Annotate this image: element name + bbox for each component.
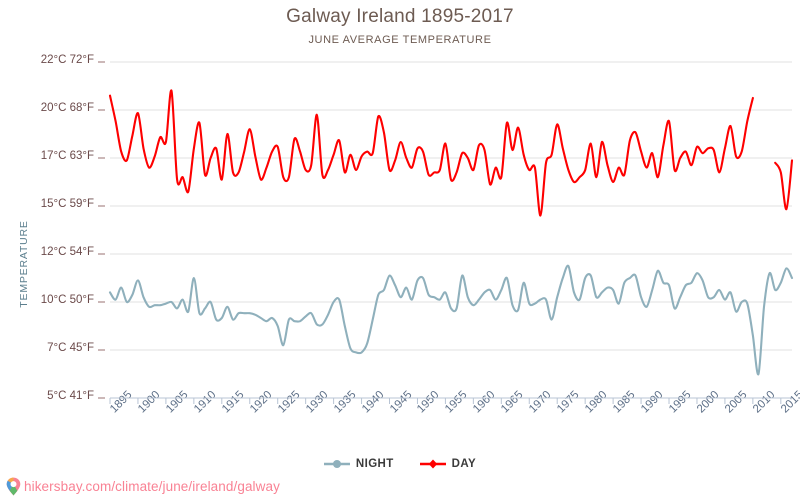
y-axis-tick-label: 22°C 72°F [40,54,94,66]
y-axis-tick-label: 7°C 45°F [47,342,94,354]
y-axis-tick-label: 5°C 41°F [47,390,94,402]
y-axis-tick-label: 12°C 54°F [40,246,94,258]
y-axis-tick-label: 20°C 68°F [40,102,94,114]
legend-label-day: DAY [451,458,477,470]
y-axis-tick-label: 17°C 63°F [40,150,94,162]
chart-legend: NIGHT DAY [0,458,800,470]
gridlines [110,61,792,399]
y-axis-tick-label: 10°C 50°F [40,294,94,306]
plot-area [98,61,794,404]
footer-url: hikersbay.com/climate/june/ireland/galwa… [24,479,280,494]
legend-item-day[interactable]: DAY [419,458,477,470]
legend-marker-night-icon [323,460,350,468]
legend-label-night: NIGHT [355,458,394,470]
legend-item-night[interactable]: NIGHT [323,458,394,470]
y-axis-tick-label: 15°C 59°F [40,198,94,210]
series-line-night [108,264,794,376]
footer-attribution[interactable]: hikersbay.com/climate/june/ireland/galwa… [6,477,280,496]
page-title: Galway Ireland 1895-2017 [286,6,514,27]
axis-ticks [98,61,782,404]
legend-marker-day-icon [419,459,446,469]
map-pin-icon [6,477,21,496]
chart-subtitle: JUNE AVERAGE TEMPERATURE [308,34,492,46]
series-line-day [108,89,794,217]
